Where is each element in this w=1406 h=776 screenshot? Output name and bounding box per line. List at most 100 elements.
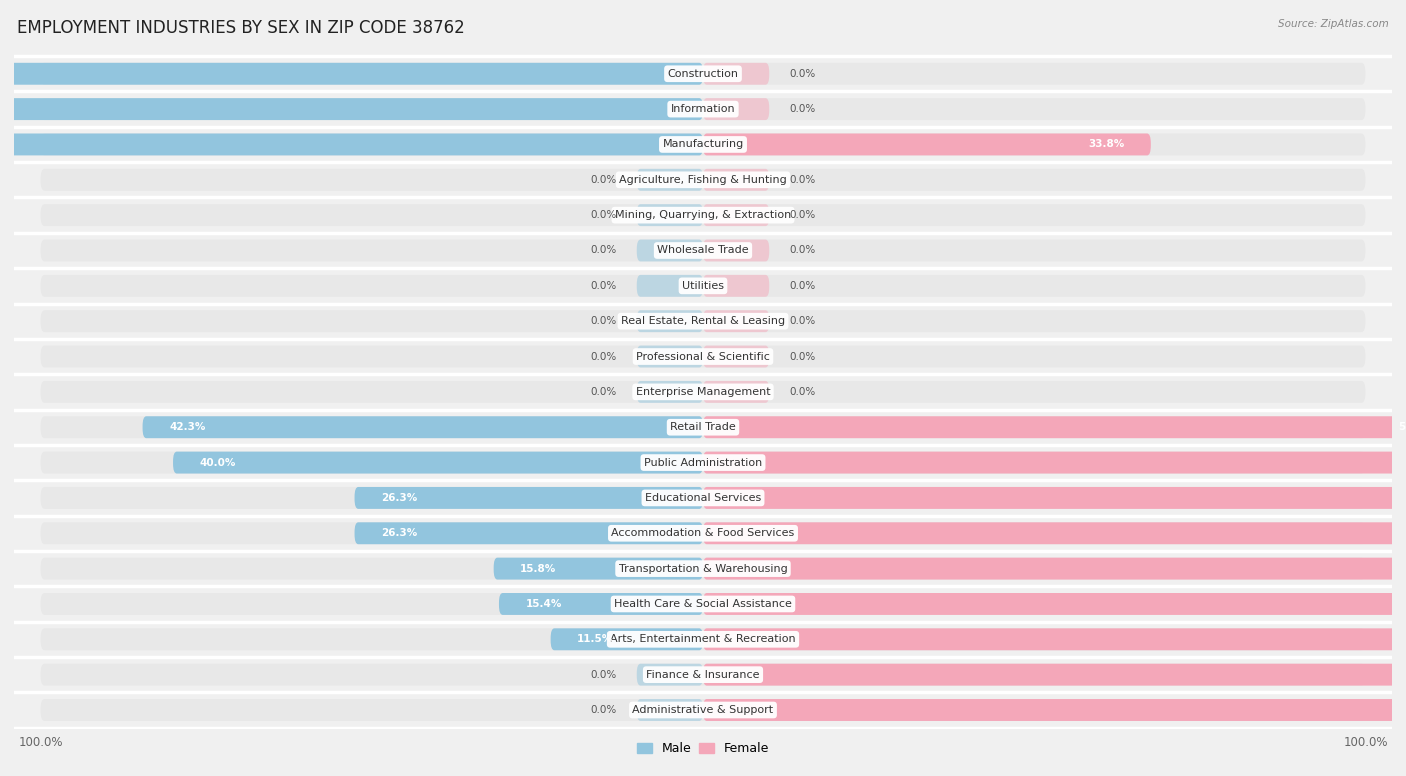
Text: Transportation & Warehousing: Transportation & Warehousing bbox=[619, 563, 787, 573]
Text: 42.3%: 42.3% bbox=[169, 422, 205, 432]
Text: 0.0%: 0.0% bbox=[591, 387, 617, 397]
FancyBboxPatch shape bbox=[703, 98, 769, 120]
Text: Arts, Entertainment & Recreation: Arts, Entertainment & Recreation bbox=[610, 634, 796, 644]
FancyBboxPatch shape bbox=[499, 593, 703, 615]
Text: 0.0%: 0.0% bbox=[591, 175, 617, 185]
FancyBboxPatch shape bbox=[703, 63, 769, 85]
FancyBboxPatch shape bbox=[703, 310, 769, 332]
FancyBboxPatch shape bbox=[703, 558, 1406, 580]
Text: Utilities: Utilities bbox=[682, 281, 724, 291]
FancyBboxPatch shape bbox=[703, 593, 1406, 615]
Text: Enterprise Management: Enterprise Management bbox=[636, 387, 770, 397]
FancyBboxPatch shape bbox=[637, 169, 703, 191]
FancyBboxPatch shape bbox=[703, 663, 1406, 686]
Text: 0.0%: 0.0% bbox=[591, 705, 617, 715]
Text: 0.0%: 0.0% bbox=[591, 670, 617, 680]
FancyBboxPatch shape bbox=[142, 416, 703, 438]
FancyBboxPatch shape bbox=[551, 629, 703, 650]
FancyBboxPatch shape bbox=[703, 487, 1406, 509]
FancyBboxPatch shape bbox=[703, 522, 1406, 544]
Text: Public Administration: Public Administration bbox=[644, 458, 762, 468]
FancyBboxPatch shape bbox=[173, 452, 703, 473]
Text: 0.0%: 0.0% bbox=[591, 316, 617, 326]
Text: 11.5%: 11.5% bbox=[576, 634, 613, 644]
Text: 0.0%: 0.0% bbox=[591, 281, 617, 291]
FancyBboxPatch shape bbox=[703, 240, 769, 262]
FancyBboxPatch shape bbox=[637, 204, 703, 226]
FancyBboxPatch shape bbox=[637, 381, 703, 403]
Text: 0.0%: 0.0% bbox=[789, 245, 815, 255]
FancyBboxPatch shape bbox=[41, 98, 1365, 120]
Text: 15.8%: 15.8% bbox=[520, 563, 557, 573]
Text: Educational Services: Educational Services bbox=[645, 493, 761, 503]
Text: Real Estate, Rental & Leasing: Real Estate, Rental & Leasing bbox=[621, 316, 785, 326]
Text: Administrative & Support: Administrative & Support bbox=[633, 705, 773, 715]
FancyBboxPatch shape bbox=[703, 699, 1406, 721]
Text: 26.3%: 26.3% bbox=[381, 493, 418, 503]
FancyBboxPatch shape bbox=[41, 204, 1365, 226]
Text: 0.0%: 0.0% bbox=[591, 352, 617, 362]
Text: 0.0%: 0.0% bbox=[789, 281, 815, 291]
Text: Retail Trade: Retail Trade bbox=[671, 422, 735, 432]
FancyBboxPatch shape bbox=[703, 629, 1406, 650]
FancyBboxPatch shape bbox=[703, 204, 769, 226]
FancyBboxPatch shape bbox=[637, 663, 703, 686]
Text: 0.0%: 0.0% bbox=[789, 387, 815, 397]
FancyBboxPatch shape bbox=[41, 558, 1365, 580]
FancyBboxPatch shape bbox=[41, 487, 1365, 509]
FancyBboxPatch shape bbox=[41, 345, 1365, 368]
FancyBboxPatch shape bbox=[41, 629, 1365, 650]
FancyBboxPatch shape bbox=[41, 63, 1365, 85]
Text: Professional & Scientific: Professional & Scientific bbox=[636, 352, 770, 362]
Text: 0.0%: 0.0% bbox=[789, 104, 815, 114]
FancyBboxPatch shape bbox=[354, 487, 703, 509]
Text: Health Care & Social Assistance: Health Care & Social Assistance bbox=[614, 599, 792, 609]
FancyBboxPatch shape bbox=[637, 240, 703, 262]
Text: Information: Information bbox=[671, 104, 735, 114]
Text: Finance & Insurance: Finance & Insurance bbox=[647, 670, 759, 680]
Text: Construction: Construction bbox=[668, 69, 738, 78]
FancyBboxPatch shape bbox=[41, 133, 1365, 155]
FancyBboxPatch shape bbox=[41, 416, 1365, 438]
Text: Wholesale Trade: Wholesale Trade bbox=[657, 245, 749, 255]
FancyBboxPatch shape bbox=[41, 522, 1365, 544]
FancyBboxPatch shape bbox=[703, 275, 769, 296]
FancyBboxPatch shape bbox=[703, 345, 769, 368]
FancyBboxPatch shape bbox=[41, 663, 1365, 686]
FancyBboxPatch shape bbox=[703, 416, 1406, 438]
FancyBboxPatch shape bbox=[703, 452, 1406, 473]
FancyBboxPatch shape bbox=[703, 133, 1152, 155]
Text: 26.3%: 26.3% bbox=[381, 528, 418, 539]
FancyBboxPatch shape bbox=[0, 98, 703, 120]
Text: 57.7%: 57.7% bbox=[1398, 422, 1406, 432]
FancyBboxPatch shape bbox=[41, 275, 1365, 296]
Text: EMPLOYMENT INDUSTRIES BY SEX IN ZIP CODE 38762: EMPLOYMENT INDUSTRIES BY SEX IN ZIP CODE… bbox=[17, 19, 464, 37]
FancyBboxPatch shape bbox=[0, 63, 703, 85]
Text: 0.0%: 0.0% bbox=[789, 69, 815, 78]
Text: 0.0%: 0.0% bbox=[591, 245, 617, 255]
Text: Agriculture, Fishing & Hunting: Agriculture, Fishing & Hunting bbox=[619, 175, 787, 185]
FancyBboxPatch shape bbox=[41, 169, 1365, 191]
FancyBboxPatch shape bbox=[494, 558, 703, 580]
FancyBboxPatch shape bbox=[637, 699, 703, 721]
Text: Manufacturing: Manufacturing bbox=[662, 140, 744, 150]
FancyBboxPatch shape bbox=[703, 381, 769, 403]
FancyBboxPatch shape bbox=[41, 310, 1365, 332]
FancyBboxPatch shape bbox=[637, 310, 703, 332]
FancyBboxPatch shape bbox=[637, 275, 703, 296]
FancyBboxPatch shape bbox=[41, 240, 1365, 262]
Text: 0.0%: 0.0% bbox=[789, 175, 815, 185]
Text: 15.4%: 15.4% bbox=[526, 599, 562, 609]
Text: 40.0%: 40.0% bbox=[200, 458, 236, 468]
Legend: Male, Female: Male, Female bbox=[631, 737, 775, 760]
Text: Accommodation & Food Services: Accommodation & Food Services bbox=[612, 528, 794, 539]
Text: Mining, Quarrying, & Extraction: Mining, Quarrying, & Extraction bbox=[614, 210, 792, 220]
FancyBboxPatch shape bbox=[637, 345, 703, 368]
FancyBboxPatch shape bbox=[41, 593, 1365, 615]
FancyBboxPatch shape bbox=[41, 452, 1365, 473]
Text: 0.0%: 0.0% bbox=[591, 210, 617, 220]
Text: 0.0%: 0.0% bbox=[789, 210, 815, 220]
Text: Source: ZipAtlas.com: Source: ZipAtlas.com bbox=[1278, 19, 1389, 29]
FancyBboxPatch shape bbox=[703, 169, 769, 191]
Text: 0.0%: 0.0% bbox=[789, 316, 815, 326]
